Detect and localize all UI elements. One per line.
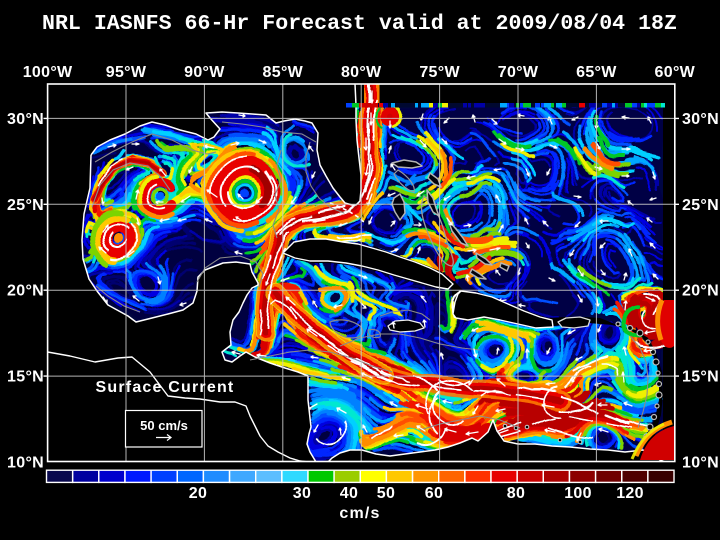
svg-text:100°W: 100°W — [23, 64, 73, 81]
svg-text:20°N: 20°N — [7, 283, 44, 300]
svg-text:85°W: 85°W — [263, 64, 304, 81]
svg-text:25°N: 25°N — [682, 197, 719, 214]
svg-text:Surface Current: Surface Current — [96, 379, 235, 396]
svg-text:100: 100 — [564, 485, 592, 502]
svg-text:70°W: 70°W — [498, 64, 539, 81]
svg-text:30°N: 30°N — [682, 111, 719, 128]
svg-text:25°N: 25°N — [7, 197, 44, 214]
svg-text:10°N: 10°N — [7, 455, 44, 472]
svg-text:20°N: 20°N — [682, 283, 719, 300]
svg-text:15°N: 15°N — [7, 369, 44, 386]
svg-text:NRL IASNFS 66-Hr Forecast val: NRL IASNFS 66-Hr Forecast valid at 2009/… — [42, 12, 677, 36]
svg-text:90°W: 90°W — [184, 64, 225, 81]
svg-text:15°N: 15°N — [682, 369, 719, 386]
svg-text:50 cm/s: 50 cm/s — [140, 418, 188, 433]
svg-text:50: 50 — [377, 485, 395, 502]
svg-text:65°W: 65°W — [576, 64, 617, 81]
svg-text:30°N: 30°N — [7, 111, 44, 128]
svg-text:95°W: 95°W — [106, 64, 147, 81]
svg-text:60: 60 — [425, 485, 443, 502]
svg-text:80: 80 — [507, 485, 525, 502]
svg-text:60°W: 60°W — [655, 64, 696, 81]
svg-text:30: 30 — [293, 485, 311, 502]
svg-text:40: 40 — [340, 485, 358, 502]
svg-text:20: 20 — [189, 485, 207, 502]
svg-text:cm/s: cm/s — [339, 505, 380, 522]
svg-text:120: 120 — [616, 485, 644, 502]
svg-text:10°N: 10°N — [682, 455, 719, 472]
svg-text:75°W: 75°W — [419, 64, 460, 81]
svg-text:80°W: 80°W — [341, 64, 382, 81]
